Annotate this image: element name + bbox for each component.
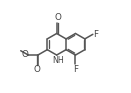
Text: NH: NH bbox=[52, 56, 64, 65]
Text: O: O bbox=[33, 65, 40, 74]
Text: F: F bbox=[93, 30, 98, 39]
Text: O: O bbox=[54, 13, 61, 22]
Text: O: O bbox=[21, 50, 28, 59]
Text: F: F bbox=[73, 65, 78, 74]
